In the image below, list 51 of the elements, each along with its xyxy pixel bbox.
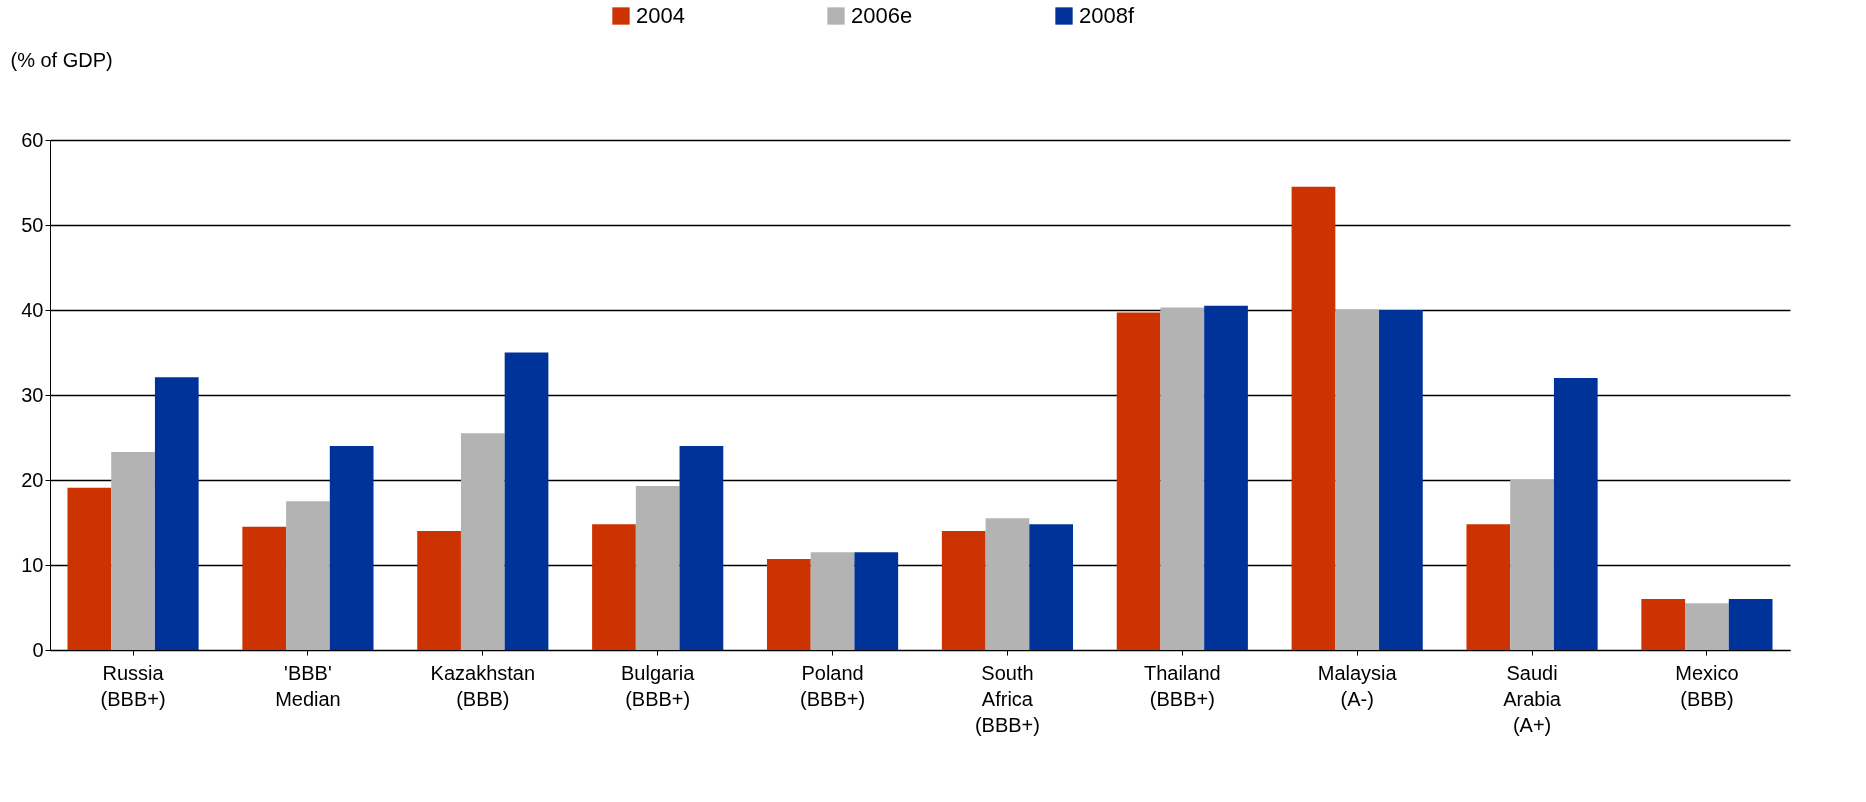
bar — [154, 377, 199, 650]
y-tick-label: 60 — [21, 128, 44, 151]
y-tick-label: 50 — [21, 213, 44, 236]
legend-label: 2008f — [1079, 3, 1135, 28]
bar — [635, 485, 680, 650]
bar — [592, 524, 636, 650]
y-tick-label: 0 — [32, 638, 44, 661]
legend-label: 2006e — [851, 3, 913, 28]
bar — [286, 501, 330, 650]
bar — [985, 518, 1030, 650]
x-tick-label: Mexico (BBB) — [1675, 661, 1739, 710]
bar — [329, 446, 374, 650]
bar — [1510, 480, 1554, 650]
x-tick-label: Saudi Arabia (A+) — [1503, 661, 1562, 736]
legend-label: 2004 — [636, 3, 685, 28]
bar — [1116, 312, 1161, 650]
x-tick-label: Malaysia (A-) — [1317, 661, 1398, 710]
y-axis-title: (% of GDP) — [10, 48, 113, 71]
bar — [1466, 524, 1511, 650]
bar — [242, 526, 287, 650]
bar — [854, 552, 899, 650]
y-tick-label: 40 — [21, 298, 44, 321]
bar — [941, 531, 986, 650]
x-tick-label: Poland (BBB+) — [800, 661, 866, 710]
bar — [111, 451, 155, 650]
x-tick-label: 'BBB' Median — [275, 661, 341, 710]
bar — [1553, 378, 1598, 650]
bar — [1379, 310, 1423, 650]
x-tick-label: Bulgaria (BBB+) — [620, 661, 696, 710]
y-tick-label: 30 — [21, 383, 44, 406]
bar — [460, 433, 505, 650]
bar — [1335, 310, 1380, 650]
y-tick-label: 20 — [21, 468, 44, 491]
x-tick-label: Kazakhstan (BBB) — [430, 661, 536, 710]
bar — [679, 446, 724, 650]
bar — [1204, 305, 1248, 650]
bar — [1160, 307, 1205, 650]
bar — [1291, 186, 1336, 650]
bar — [766, 559, 811, 650]
bar — [417, 531, 461, 650]
y-tick-label: 10 — [21, 553, 44, 576]
bar — [1685, 603, 1729, 650]
bar — [1029, 524, 1074, 650]
x-tick-label: Thailand (BBB+) — [1143, 661, 1221, 710]
bar — [504, 352, 549, 650]
x-tick-label: Russia (BBB+) — [100, 661, 166, 710]
bar — [1728, 599, 1773, 650]
bar — [67, 487, 112, 650]
bar — [810, 552, 855, 650]
bar — [1641, 599, 1686, 650]
x-tick-label: South Africa (BBB+) — [974, 661, 1040, 736]
